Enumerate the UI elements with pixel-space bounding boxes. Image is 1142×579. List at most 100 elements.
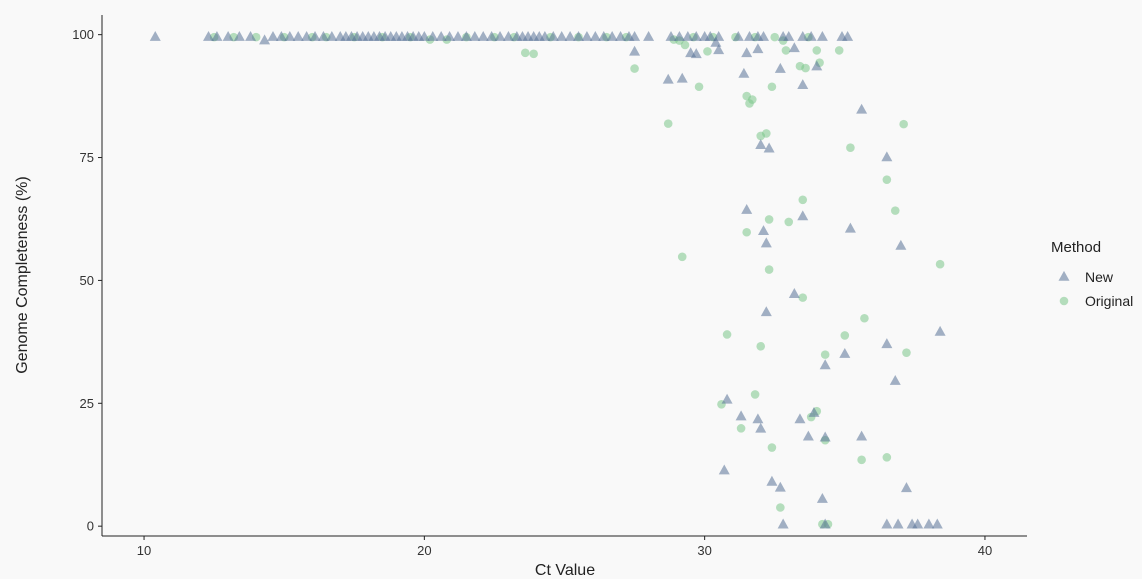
- original-point: [820, 350, 830, 359]
- new-point: [713, 44, 725, 55]
- new-point: [797, 210, 809, 221]
- new-point: [547, 30, 559, 41]
- original-point: [899, 119, 908, 129]
- new-point: [435, 30, 447, 41]
- new-point: [783, 30, 795, 41]
- original-point: [764, 215, 774, 224]
- new-point: [797, 79, 809, 90]
- new-point: [301, 30, 313, 41]
- new-point: [606, 30, 618, 41]
- original-point: [770, 32, 780, 42]
- new-point: [741, 203, 753, 214]
- new-point: [889, 375, 901, 385]
- original-point: [722, 330, 732, 339]
- original-point: [703, 47, 712, 56]
- new-point: [564, 30, 576, 41]
- new-point: [222, 30, 234, 41]
- new-point: [856, 430, 868, 441]
- new-point: [427, 30, 439, 41]
- original-point: [890, 206, 900, 215]
- original-point: [781, 46, 791, 55]
- new-point: [486, 30, 498, 41]
- legend-circle-icon: [1059, 296, 1069, 306]
- new-point: [881, 151, 893, 162]
- new-point: [494, 30, 506, 41]
- new-point: [502, 30, 514, 41]
- original-point: [762, 129, 771, 138]
- original-point: [750, 390, 760, 399]
- y-axis-ticks: 0 25 50 75 100: [72, 27, 102, 534]
- new-point: [760, 306, 772, 317]
- legend-title: Method: [1051, 239, 1101, 256]
- y-tick-label: 0: [87, 519, 94, 534]
- y-tick-label: 25: [80, 396, 94, 411]
- new-point: [816, 30, 828, 41]
- y-tick-label: 50: [80, 273, 94, 288]
- legend: Method New Original: [1051, 239, 1133, 309]
- original-point: [882, 175, 892, 184]
- new-point: [881, 338, 893, 349]
- plot-points: [149, 30, 946, 529]
- new-point: [752, 413, 764, 424]
- legend-item-original: Original: [1059, 293, 1133, 309]
- new-point: [704, 30, 716, 41]
- new-point: [844, 222, 856, 233]
- legend-entries: New Original: [1058, 269, 1133, 309]
- x-axis-ticks: 10 20 30 40: [137, 536, 992, 558]
- new-point: [802, 430, 814, 441]
- new-point: [732, 30, 744, 41]
- original-point: [834, 46, 844, 55]
- new-point: [808, 406, 820, 417]
- new-point: [643, 30, 655, 41]
- original-point: [677, 252, 687, 262]
- new-point: [763, 142, 775, 153]
- new-point: [735, 410, 747, 421]
- new-point: [460, 30, 472, 41]
- new-point: [418, 30, 430, 41]
- new-point: [690, 30, 702, 41]
- new-point: [710, 36, 722, 47]
- original-point: [520, 48, 530, 58]
- x-tick-label: 10: [137, 543, 151, 558]
- y-tick-label: 75: [80, 150, 94, 165]
- new-point: [673, 30, 685, 41]
- new-point: [842, 30, 854, 41]
- x-tick-label: 20: [417, 543, 431, 558]
- new-point: [774, 481, 786, 492]
- new-point: [788, 288, 800, 298]
- original-point: [902, 348, 911, 357]
- original-point: [767, 82, 777, 92]
- legend-item-new: New: [1058, 269, 1114, 285]
- new-point: [819, 431, 831, 442]
- original-point: [742, 227, 751, 237]
- new-point: [665, 30, 677, 41]
- original-point: [798, 293, 808, 302]
- new-point: [744, 30, 755, 41]
- new-point: [819, 518, 831, 529]
- new-point: [259, 34, 271, 45]
- new-point: [766, 475, 778, 486]
- original-point: [846, 143, 855, 153]
- new-point: [573, 30, 585, 41]
- original-point: [882, 453, 892, 462]
- new-point: [211, 30, 223, 41]
- new-point: [662, 73, 674, 84]
- original-point: [736, 424, 746, 433]
- new-point: [267, 30, 279, 41]
- new-point: [556, 30, 568, 41]
- new-point: [581, 30, 593, 41]
- original-point: [663, 119, 673, 128]
- original-point: [630, 64, 639, 73]
- new-point: [788, 42, 800, 53]
- original-point: [767, 443, 777, 452]
- new-point: [912, 518, 924, 529]
- original-point: [812, 46, 822, 55]
- new-point: [275, 30, 287, 41]
- new-point: [718, 464, 730, 475]
- original-point: [801, 63, 810, 73]
- new-point: [777, 518, 789, 529]
- new-point: [760, 237, 772, 248]
- original-point: [857, 455, 866, 465]
- new-point: [233, 30, 245, 41]
